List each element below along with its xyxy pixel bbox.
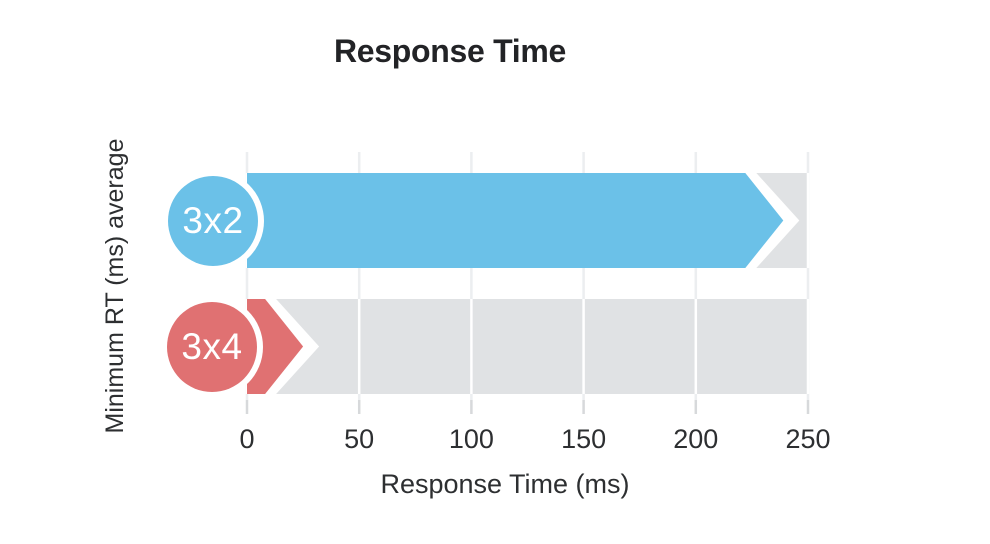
- y-axis-label: Minimum RT (ms) average: [101, 138, 129, 434]
- category-badge-label: 3x4: [181, 326, 243, 367]
- plot-area: [245, 152, 810, 414]
- x-tick-label: 100: [448, 424, 494, 454]
- chart-title: Response Time: [333, 33, 567, 69]
- category-badge-label: 3x2: [182, 200, 244, 241]
- track-3x4: [247, 299, 808, 394]
- x-tick-label: 250: [785, 424, 831, 454]
- x-tick-label: 200: [673, 424, 719, 454]
- x-tick-label: 50: [344, 424, 375, 454]
- plot-svg: [245, 152, 810, 414]
- bar-3x2: [247, 173, 784, 268]
- x-axis-label: Response Time (ms): [380, 469, 630, 499]
- category-badge-3x4: 3x4: [167, 302, 257, 392]
- x-axis-tick-labels: 0 50 100 150 200 250: [0, 424, 990, 456]
- x-tick-label: 0: [239, 424, 255, 454]
- x-tick-label: 150: [561, 424, 607, 454]
- bar-3x4: [247, 299, 304, 394]
- category-badge-3x2: 3x2: [168, 176, 258, 266]
